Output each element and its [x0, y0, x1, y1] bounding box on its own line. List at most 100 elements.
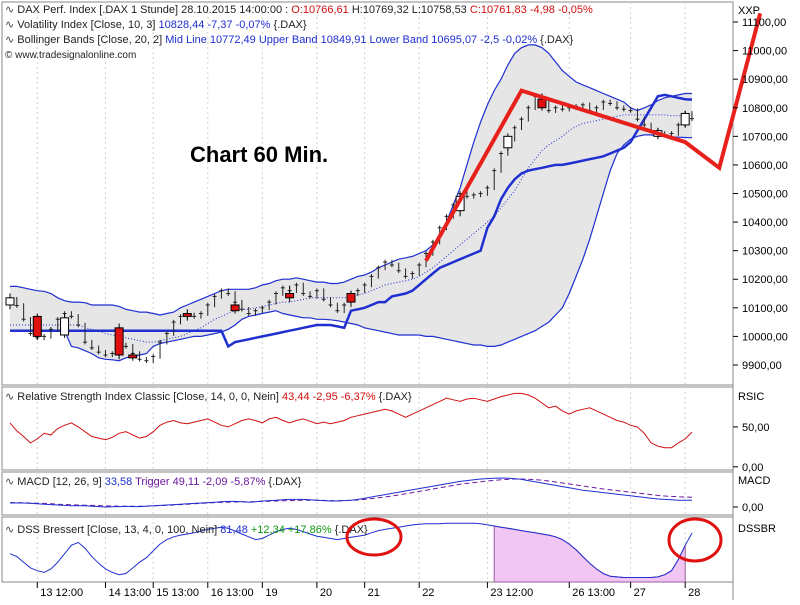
x-tick-label-10: 27 [634, 587, 646, 599]
header-line-2: ∿ Volatility Index [Close, 10, 3] 10828,… [5, 19, 307, 31]
rsi-layer: ∿ Relative Strength Index Classic [Close… [5, 391, 693, 449]
price-tick-label-2: 10900,00 [742, 74, 788, 86]
dss-suffix: {.DAX} [335, 524, 368, 536]
bollinger-values: Mid Line 10772,49 Upper Band 10849,91 Lo… [165, 34, 537, 46]
macd-line [10, 477, 693, 508]
price-tick-label-6: 10500,00 [742, 189, 788, 201]
volatility-index-line [10, 93, 693, 349]
rsi-suffix: {.DAX} [379, 391, 412, 403]
dss-value: 81,48 [220, 524, 248, 536]
rsi-line [9, 392, 693, 449]
dss-axis-title: DSSBR [738, 523, 776, 535]
candle-body-8 [346, 293, 356, 303]
macd-header: ∿ MACD [12, 26, 9] 33,58 Trigger 49,11 -… [5, 476, 302, 488]
header-line-1: ∿ DAX Perf. Index [.DAX 1 Stunde] 28.10.… [5, 4, 593, 16]
x-tick-label-1: 14 13:00 [108, 587, 151, 599]
volatility-suffix: {.DAX} [274, 19, 307, 31]
candle-body-1 [32, 315, 42, 337]
price-tick-label-7: 10400,00 [742, 217, 788, 229]
macd-layer: ∿ MACD [12, 26, 9] 33,58 Trigger 49,11 -… [5, 476, 693, 508]
x-tick-label-6: 21 [368, 587, 380, 599]
annotation-text: Chart 60 Min. [190, 142, 328, 167]
x-tick-label-9: 26 13:00 [572, 587, 615, 599]
rsi-tick-label-1: 0,00 [742, 462, 763, 474]
price-tick-label-9: 10200,00 [742, 274, 788, 286]
series-icon: ∿ [5, 4, 14, 16]
x-axis: 13 12:00 14 13:00 15 13:00 16 13:00 19 20 21 22… [36, 582, 700, 599]
rsi-axis-title: RSIC [738, 391, 764, 403]
x-tick-label-7: 22 [422, 587, 434, 599]
rsi-tick-label-0: 50,00 [742, 422, 770, 434]
rsi-header: ∿ Relative Strength Index Classic [Close… [5, 391, 412, 403]
candle-body-0 [5, 297, 15, 306]
macd-axis-title: MACD [738, 475, 770, 487]
bollinger-upper-line [10, 44, 692, 316]
candle-body-13 [680, 112, 690, 126]
forecast-line [424, 12, 763, 262]
price-tick-label-11: 10000,00 [742, 331, 788, 343]
bollinger-lower-line [10, 134, 693, 362]
x-tick-label-8: 23 12:00 [490, 587, 533, 599]
price-header: ∿ DAX Perf. Index [.DAX 1 Stunde] 28.10.… [5, 4, 593, 61]
series-icon: ∿ [5, 34, 14, 46]
x-tick-label-5: 20 [320, 587, 332, 599]
candle-body-5 [182, 313, 192, 317]
macd-suffix: {.DAX} [268, 476, 301, 488]
candle-body-3 [114, 327, 124, 356]
right-axis: XXP RSIC MACD DSSBR 11100,00 11000,00 1090… [733, 5, 788, 535]
header-change: -4,98 -0,05% [530, 4, 593, 16]
volatility-title: Volatility Index [Close, 10, 3] [17, 19, 155, 31]
series-icon: ∿ [5, 524, 14, 536]
dss-shaded-region [493, 525, 686, 583]
copyright: © www.tradesignalonline.com [5, 50, 136, 61]
series-icon: ∿ [5, 19, 14, 31]
price-layer [5, 12, 763, 363]
header-line-3: ∿ Bollinger Bands [Close, 20, 2] Mid Lin… [5, 34, 574, 46]
candle-body-6 [230, 304, 240, 312]
candle-body-11 [537, 98, 547, 109]
price-tick-label-5: 10600,00 [742, 160, 788, 172]
price-axis-title: XXP [738, 5, 760, 17]
x-tick-label-4: 19 [265, 587, 277, 599]
candle-body-4 [128, 354, 138, 359]
price-tick-label-1: 11000,00 [742, 46, 787, 58]
highlight-circle-left [345, 517, 403, 557]
series-icon: ∿ [5, 476, 14, 488]
macd-title: MACD [12, 26, 9] [17, 476, 101, 488]
header-high-low: H:10769,32 L:10758,53 [352, 4, 467, 16]
dss-layer: ∿ DSS Bressert [Close, 13, 4, 0, 100, Ne… [5, 517, 723, 583]
price-tick-label-4: 10700,00 [742, 131, 788, 143]
candle-body-2 [60, 317, 70, 336]
price-tick-label-10: 10100,00 [742, 303, 788, 315]
x-tick-label-0: 13 12:00 [40, 587, 83, 599]
bollinger-suffix: {.DAX} [540, 34, 573, 46]
x-tick-label-11: 28 [688, 587, 700, 599]
series-icon: ∿ [5, 391, 14, 403]
dss-header: ∿ DSS Bressert [Close, 13, 4, 0, 100, Ne… [5, 524, 368, 536]
panel-frames [1, 1, 734, 600]
price-tick-label-8: 10300,00 [742, 246, 788, 258]
macd-trigger-values: Trigger 49,11 -2,09 -5,87% [135, 476, 265, 488]
header-prefix: DAX Perf. Index [.DAX 1 Stunde] 28.10.20… [17, 4, 288, 16]
header-close: C:10761,83 [470, 4, 527, 16]
macd-value: 33,58 [105, 476, 133, 488]
candle-body-7 [285, 293, 295, 299]
dss-line [9, 522, 693, 578]
x-tick-label-3: 16 13:00 [211, 587, 254, 599]
price-tick-label-0: 11100,00 [742, 17, 786, 29]
candle-body-10 [503, 135, 513, 149]
header-open: O:10766,61 [291, 4, 349, 16]
macd-tick-label-0: 0,00 [742, 502, 763, 514]
dss-change: +12,34 +17,86% [251, 524, 332, 536]
price-tick-label-3: 10800,00 [742, 103, 788, 115]
price-tick-label-12: 9900,00 [742, 360, 782, 372]
x-tick-label-2: 15 13:00 [156, 587, 199, 599]
rsi-title: Relative Strength Index Classic [Close, … [17, 391, 279, 403]
highlight-circle-right [667, 517, 723, 563]
bollinger-title: Bollinger Bands [Close, 20, 2] [17, 34, 162, 46]
volatility-values: 10828,44 -7,37 -0,07% [159, 19, 271, 31]
dss-title: DSS Bressert [Close, 13, 4, 0, 100, Nein… [17, 524, 217, 536]
rsi-values: 43,44 -2,95 -6,37% [282, 391, 376, 403]
